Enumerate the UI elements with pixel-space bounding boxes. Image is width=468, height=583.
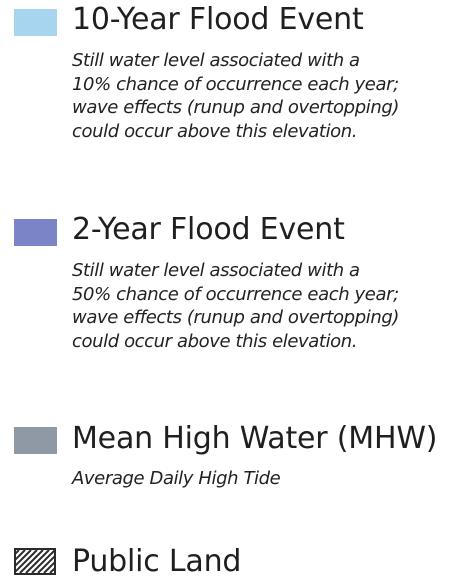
legend-title-public-land: Public Land <box>72 544 242 579</box>
description-line: Still water level associated with a <box>72 50 360 71</box>
legend-title-10-year-flood: 10-Year Flood Event <box>72 2 364 37</box>
legend-title-2-year-flood: 2-Year Flood Event <box>72 212 345 247</box>
description-line: Still water level associated with a <box>72 260 360 281</box>
color-swatch-10-year-flood <box>14 9 57 36</box>
legend-description-10-year-flood: Still water level associated with a 10% … <box>72 49 399 143</box>
color-swatch-2-year-flood <box>14 219 57 246</box>
description-line: 10% chance of occurrence each year; <box>72 73 399 95</box>
hatch-pattern-swatch-public-land <box>14 548 56 575</box>
description-line: wave effects (runup and overtopping) <box>72 97 399 118</box>
description-line: wave effects (runup and overtopping) <box>72 307 399 328</box>
color-swatch-mean-high-water <box>14 427 57 454</box>
description-line: could occur above this elevation. <box>72 120 358 142</box>
legend-description-2-year-flood: Still water level associated with a 50% … <box>72 259 399 353</box>
description-line: 50% chance of occurrence each year; <box>72 283 399 305</box>
description-line: could occur above this elevation. <box>72 330 358 352</box>
description-line: Average Daily High Tide <box>72 468 281 489</box>
legend-description-mean-high-water: Average Daily High Tide <box>72 467 281 491</box>
diagonal-hatch-icon <box>16 550 54 573</box>
legend-title-mean-high-water: Mean High Water (MHW) <box>72 421 438 456</box>
